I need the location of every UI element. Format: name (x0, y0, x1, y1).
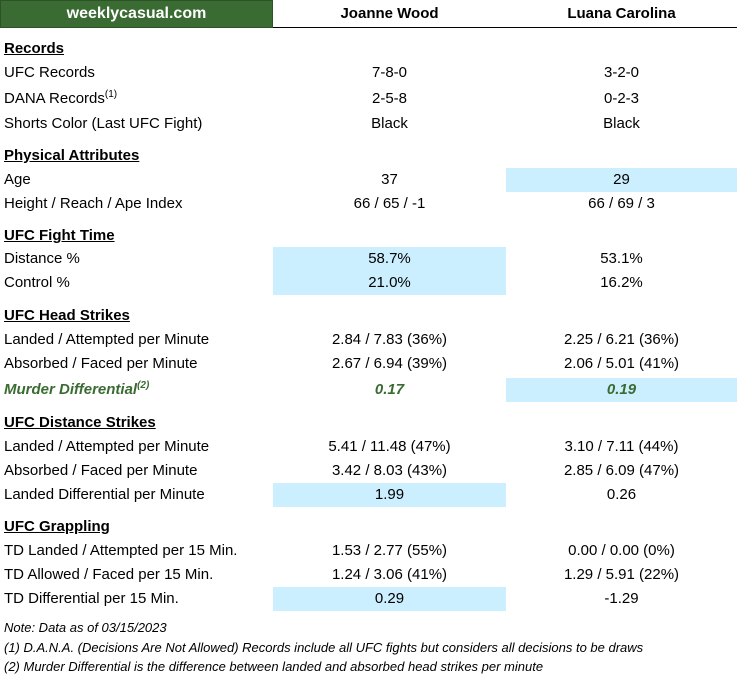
fighter2-value: 2.85 / 6.09 (47%) (563, 462, 680, 479)
fighter1-value: 5.41 / 11.48 (47%) (328, 438, 451, 455)
row-label: TD Differential per 15 Min. (4, 590, 179, 607)
row-label: Landed / Attempted per Minute (4, 438, 210, 455)
row-label: Shorts Color (Last UFC Fight) (4, 115, 203, 132)
row-label: Absorbed / Faced per Minute (4, 355, 198, 372)
fighter2-value: 0.19 (506, 378, 737, 402)
fighter1-value: 0.17 (374, 381, 405, 398)
row-label: Murder Differential(2) (4, 378, 149, 402)
label-text: Murder Differential (4, 381, 138, 398)
fighter1-value: 21.0% (273, 271, 506, 295)
fighter2-value: 66 / 69 / 3 (588, 195, 655, 212)
row-distance-pct: Distance % 58.7% 53.1% (0, 247, 737, 271)
fighter1-value: 0.29 (273, 587, 506, 611)
row-label: Absorbed / Faced per Minute (4, 462, 198, 479)
fighter1-value: 2.84 / 7.83 (36%) (331, 331, 448, 348)
fighter2-value: 1.29 / 5.91 (22%) (563, 566, 680, 583)
row-td-landed: TD Landed / Attempted per 15 Min. 1.53 /… (0, 539, 737, 563)
row-label: UFC Records (4, 64, 95, 81)
section-title: UFC Grappling (4, 518, 110, 535)
row-control-pct: Control % 21.0% 16.2% (0, 271, 737, 295)
fighter1-value: 7-8-0 (371, 64, 408, 81)
section-title: UFC Fight Time (4, 227, 115, 244)
site-brand: weeklycasual.com (0, 0, 273, 28)
footnote-marker: (2) (137, 380, 150, 391)
section-fight-time: UFC Fight Time (0, 224, 737, 248)
fighter2-value: 0.00 / 0.00 (0%) (568, 542, 675, 559)
fighter2-value: -1.29 (604, 590, 639, 607)
fighter2-value: 0.26 (606, 486, 637, 503)
row-dist-landed: Landed / Attempted per Minute 5.41 / 11.… (0, 435, 737, 459)
row-td-allowed: TD Allowed / Faced per 15 Min. 1.24 / 3.… (0, 563, 737, 587)
section-head-strikes: UFC Head Strikes (0, 304, 737, 328)
fighter1-value: Black (371, 115, 408, 132)
section-records: Records (0, 37, 737, 61)
fighter1-value: 66 / 65 / -1 (353, 195, 426, 212)
fighter2-header: Luana Carolina (506, 0, 737, 28)
footnote-marker: (1) (104, 89, 118, 100)
section-distance-strikes: UFC Distance Strikes (0, 411, 737, 435)
row-label: TD Allowed / Faced per 15 Min. (4, 566, 214, 583)
fighter1-value: 1.99 (273, 483, 506, 507)
row-label: TD Landed / Attempted per 15 Min. (4, 542, 238, 559)
fighter1-value: 37 (381, 171, 398, 188)
fighter1-value: 3.42 / 8.03 (43%) (331, 462, 448, 479)
row-age: Age 37 29 (0, 168, 737, 192)
fighter1-value: 1.24 / 3.06 (41%) (331, 566, 448, 583)
section-title: UFC Head Strikes (4, 307, 130, 324)
row-dist-absorbed: Absorbed / Faced per Minute 3.42 / 8.03 … (0, 459, 737, 483)
fighter1-value: 2.67 / 6.94 (39%) (331, 355, 448, 372)
section-title: Physical Attributes (4, 147, 140, 164)
fighter1-value: 1.53 / 2.77 (55%) (331, 542, 448, 559)
row-label: DANA Records(1) (4, 87, 117, 111)
fighter2-value: 2.06 / 5.01 (41%) (563, 355, 680, 372)
fighter2-value: 29 (506, 168, 737, 192)
row-td-differential: TD Differential per 15 Min. 0.29 -1.29 (0, 587, 737, 611)
section-grappling: UFC Grappling (0, 515, 737, 539)
fighter2-value: 3-2-0 (603, 64, 640, 81)
row-label: Distance % (4, 250, 80, 267)
note-footnote-1: (1) D.A.N.A. (Decisions Are Not Allowed)… (4, 640, 644, 655)
section-title: Records (4, 40, 65, 57)
row-shorts-color: Shorts Color (Last UFC Fight) Black Blac… (0, 112, 737, 136)
fighter1-value: 58.7% (273, 247, 506, 271)
row-height-reach: Height / Reach / Ape Index 66 / 65 / -1 … (0, 192, 737, 216)
fighter1-header: Joanne Wood (273, 0, 506, 28)
row-ufc-records: UFC Records 7-8-0 3-2-0 (0, 61, 737, 85)
fighter2-value: 2.25 / 6.21 (36%) (563, 331, 680, 348)
row-label: Landed Differential per Minute (4, 486, 205, 503)
note-footnote-2: (2) Murder Differential is the differenc… (4, 659, 544, 674)
section-title: UFC Distance Strikes (4, 414, 156, 431)
row-label: Control % (4, 274, 70, 291)
fighter2-value: 0-2-3 (603, 90, 640, 107)
label-text: DANA Records (4, 90, 105, 107)
row-head-absorbed: Absorbed / Faced per Minute 2.67 / 6.94 … (0, 352, 737, 376)
brand-text: weeklycasual.com (66, 5, 207, 22)
section-physical: Physical Attributes (0, 144, 737, 168)
row-head-landed: Landed / Attempted per Minute 2.84 / 7.8… (0, 328, 737, 352)
row-label: Age (4, 171, 31, 188)
row-label: Height / Reach / Ape Index (4, 195, 183, 212)
fighter2-value: Black (603, 115, 640, 132)
row-label: Landed / Attempted per Minute (4, 331, 210, 348)
fighter1-value: 2-5-8 (371, 90, 408, 107)
fighter2-value: 16.2% (600, 274, 643, 291)
note-date: Note: Data as of 03/15/2023 (4, 620, 167, 635)
row-murder-differential: Murder Differential(2) 0.17 0.19 (0, 378, 737, 402)
row-dist-differential: Landed Differential per Minute 1.99 0.26 (0, 483, 737, 507)
fighter2-value: 53.1% (600, 250, 643, 267)
row-dana-records: DANA Records(1) 2-5-8 0-2-3 (0, 87, 737, 111)
fighter2-value: 3.10 / 7.11 (44%) (564, 438, 679, 455)
